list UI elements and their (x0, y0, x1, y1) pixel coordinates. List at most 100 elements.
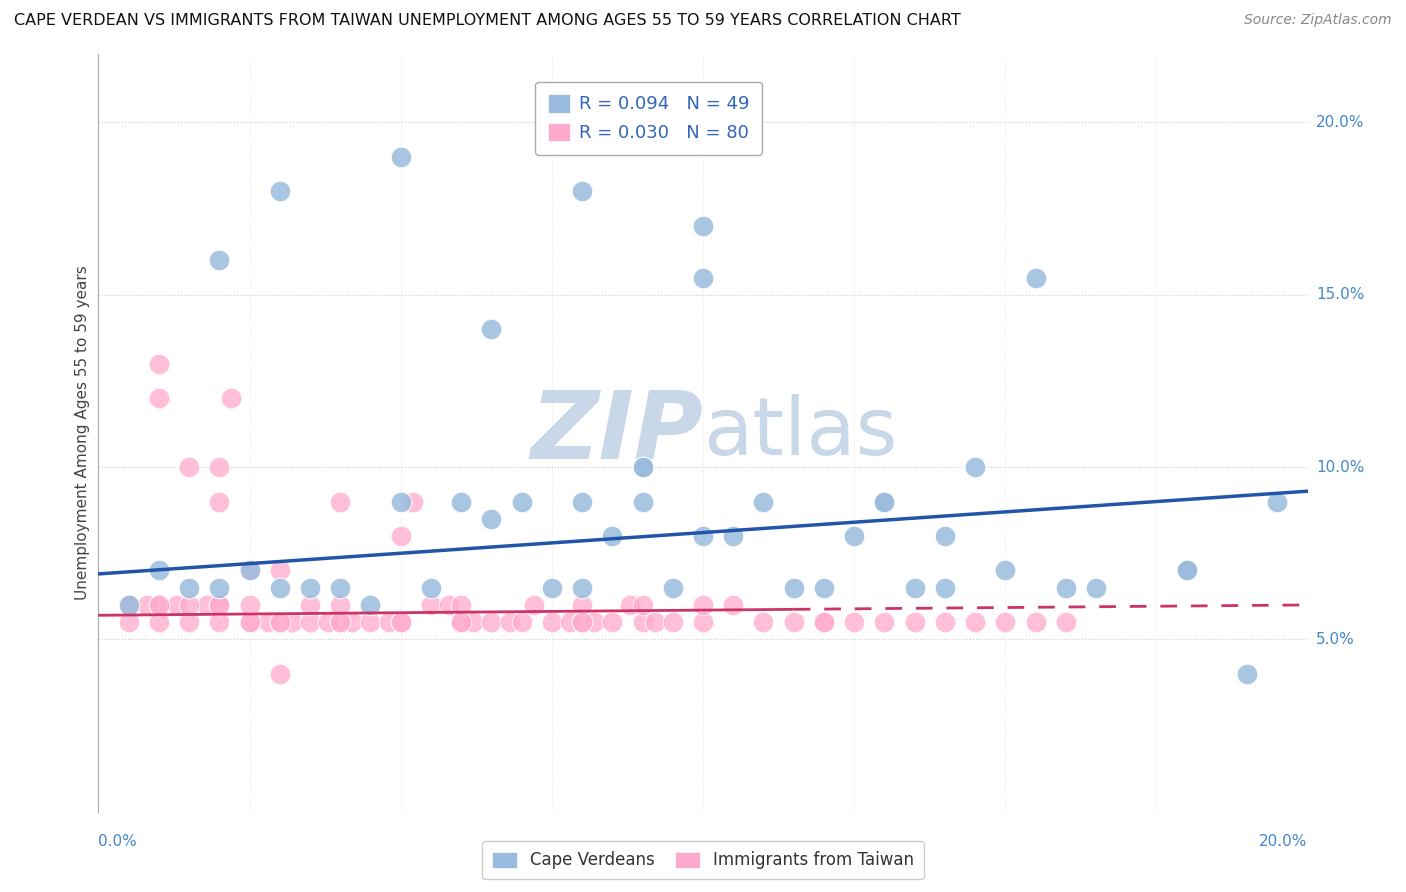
Point (723, 598, 745, 612)
Point (269, 666, 291, 681)
Point (148, 357, 170, 371)
Point (1054, 581, 1077, 595)
Point (1024, 270, 1046, 285)
Point (934, 529, 956, 543)
Point (1175, 564, 1198, 578)
Point (208, 598, 231, 612)
Point (723, 529, 745, 543)
Point (299, 598, 322, 612)
Point (661, 615, 683, 630)
Point (510, 615, 533, 630)
Point (602, 615, 624, 630)
Point (299, 615, 322, 630)
Point (813, 581, 835, 595)
Text: ZIP: ZIP (530, 386, 703, 479)
Point (1054, 615, 1077, 630)
Point (619, 598, 641, 612)
Point (148, 598, 170, 612)
Point (965, 615, 987, 630)
Text: 20.0%: 20.0% (1316, 115, 1364, 130)
Point (269, 185, 291, 199)
Point (360, 615, 382, 630)
Text: 0.0%: 0.0% (98, 835, 138, 849)
Point (281, 615, 304, 630)
Point (498, 615, 520, 630)
Legend: R = 0.094   N = 49, R = 0.030   N = 80: R = 0.094 N = 49, R = 0.030 N = 80 (536, 81, 762, 154)
Point (208, 253, 231, 268)
Point (813, 615, 835, 630)
Point (256, 615, 278, 630)
Point (299, 581, 322, 595)
Point (661, 581, 683, 595)
Point (1267, 494, 1289, 508)
Point (994, 615, 1017, 630)
Point (269, 581, 291, 595)
Point (463, 615, 485, 630)
Point (783, 581, 806, 595)
Legend: Cape Verdeans, Immigrants from Taiwan: Cape Verdeans, Immigrants from Taiwan (482, 841, 924, 880)
Point (752, 494, 775, 508)
Point (377, 615, 399, 630)
Point (437, 598, 460, 612)
Text: atlas: atlas (703, 393, 897, 472)
Point (360, 598, 382, 612)
Point (481, 615, 503, 630)
Point (1175, 564, 1198, 578)
Point (692, 270, 714, 285)
Point (692, 529, 714, 543)
Point (1024, 615, 1046, 630)
Point (631, 460, 654, 475)
Text: 5.0%: 5.0% (1316, 632, 1354, 647)
Point (118, 598, 141, 612)
Point (844, 529, 866, 543)
Point (1236, 666, 1258, 681)
Point (148, 564, 170, 578)
Point (148, 598, 170, 612)
Point (329, 615, 352, 630)
Point (934, 581, 956, 595)
Point (135, 598, 157, 612)
Point (239, 564, 262, 578)
Point (631, 598, 654, 612)
Point (208, 615, 231, 630)
Text: 10.0%: 10.0% (1316, 459, 1364, 475)
Text: 20.0%: 20.0% (1260, 835, 1308, 849)
Point (904, 615, 927, 630)
Text: Source: ZipAtlas.com: Source: ZipAtlas.com (1244, 13, 1392, 28)
Point (179, 460, 201, 475)
Point (631, 460, 654, 475)
Y-axis label: Unemployment Among Ages 55 to 59 years: Unemployment Among Ages 55 to 59 years (75, 265, 90, 600)
Point (583, 615, 606, 630)
Point (420, 581, 443, 595)
Point (692, 615, 714, 630)
Point (269, 615, 291, 630)
Point (873, 615, 896, 630)
Point (118, 598, 141, 612)
Point (571, 598, 593, 612)
Point (329, 598, 352, 612)
Point (571, 615, 593, 630)
Point (148, 615, 170, 630)
Point (420, 598, 443, 612)
Point (316, 615, 339, 630)
Point (239, 564, 262, 578)
Point (510, 494, 533, 508)
Point (571, 185, 593, 199)
Point (558, 615, 581, 630)
Point (481, 512, 503, 526)
Point (450, 598, 472, 612)
Point (269, 564, 291, 578)
Point (965, 460, 987, 475)
Point (389, 615, 412, 630)
Point (571, 581, 593, 595)
Point (269, 615, 291, 630)
Point (844, 615, 866, 630)
Point (602, 529, 624, 543)
Point (329, 581, 352, 595)
Point (631, 615, 654, 630)
Point (450, 615, 472, 630)
Point (389, 615, 412, 630)
Point (783, 615, 806, 630)
Point (118, 615, 141, 630)
Point (402, 494, 425, 508)
